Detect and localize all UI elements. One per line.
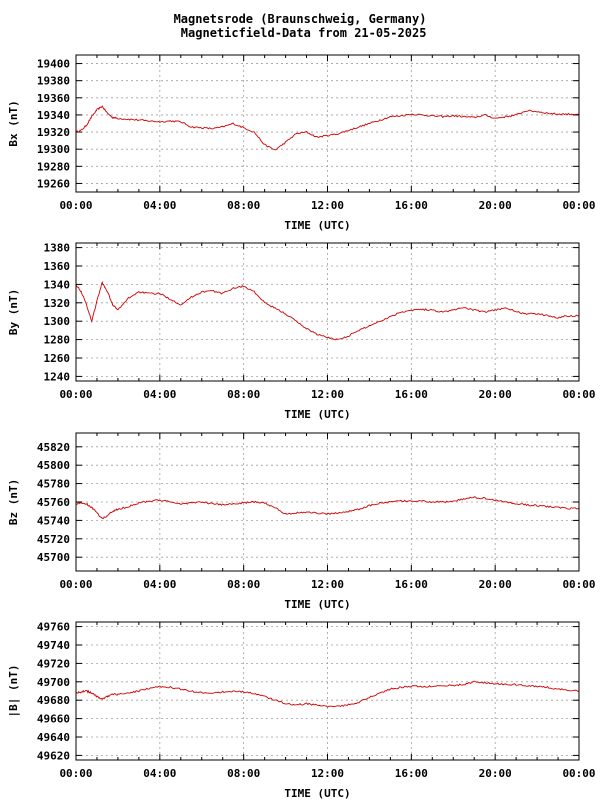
title-line-1: Magnetsrode (Braunschweig, Germany) [173, 12, 427, 26]
x-tick-label: 08:00 [227, 578, 260, 591]
y-tick-label: 19300 [37, 143, 70, 156]
x-axis-label: TIME (UTC) [284, 787, 350, 800]
x-tick-label: 08:00 [227, 767, 260, 780]
series-line [75, 105, 580, 151]
y-axis-label: Bx (nT) [7, 100, 20, 146]
y-tick-label: 49680 [37, 694, 70, 707]
y-tick-label: 45740 [37, 514, 70, 527]
x-tick-label: 00:00 [59, 388, 92, 401]
y-tick-label: 19360 [37, 92, 70, 105]
plot-panel-1: 19260 19280 19300 19320 19340 19360 19380 19400… [7, 54, 596, 232]
plot-panel-4: 49620 49640 49660 49680 49700 49720 49740 49760… [7, 621, 596, 800]
y-axis-label: By (nT) [7, 289, 20, 335]
y-tick-label: 1320 [44, 297, 71, 310]
x-tick-label: 00:00 [562, 767, 595, 780]
x-tick-label: 04:00 [143, 388, 176, 401]
y-tick-label: 19320 [37, 126, 70, 139]
y-tick-label: 45820 [37, 441, 70, 454]
x-axis-label: TIME (UTC) [284, 408, 350, 421]
plot-frame [75, 54, 580, 193]
x-tick-label: 04:00 [143, 767, 176, 780]
y-tick-label: 49760 [37, 621, 70, 634]
plot-panel-3: 45700 45720 45740 45760 45780 45800 45820 00:00… [7, 432, 596, 611]
y-tick-label: 1340 [44, 278, 71, 291]
x-tick-label: 20:00 [479, 767, 512, 780]
y-tick-label: 19400 [37, 58, 70, 71]
chart-title: Magnetsrode (Braunschweig, Germany) Magn… [0, 12, 600, 40]
y-axis-label: Bz (nT) [7, 479, 20, 525]
y-tick-label: 1240 [44, 370, 71, 383]
x-tick-label: 04:00 [143, 199, 176, 212]
x-tick-label: 00:00 [59, 767, 92, 780]
x-tick-label: 08:00 [227, 388, 260, 401]
series-line [75, 280, 580, 341]
y-tick-label: 19340 [37, 109, 70, 122]
y-tick-label: 19260 [37, 177, 70, 190]
x-tick-label: 16:00 [395, 578, 428, 591]
y-tick-label: 19280 [37, 160, 70, 173]
x-tick-label: 00:00 [562, 578, 595, 591]
x-tick-label: 12:00 [311, 578, 344, 591]
title-line-2: Magneticfield-Data from 21-05-2025 [180, 26, 427, 40]
y-tick-label: 45760 [37, 496, 70, 509]
x-tick-label: 12:00 [311, 388, 344, 401]
x-tick-label: 16:00 [395, 199, 428, 212]
series-line [75, 496, 580, 519]
y-tick-label: 19380 [37, 75, 70, 88]
x-axis-label: TIME (UTC) [284, 598, 350, 611]
plot-frame [75, 242, 580, 382]
y-tick-label: 1360 [44, 260, 71, 273]
y-tick-label: 49640 [37, 731, 70, 744]
x-tick-label: 20:00 [479, 578, 512, 591]
y-tick-label: 1380 [44, 242, 71, 255]
y-tick-label: 49620 [37, 749, 70, 762]
x-tick-label: 16:00 [395, 388, 428, 401]
x-tick-label: 12:00 [311, 767, 344, 780]
y-tick-label: 49740 [37, 639, 70, 652]
x-tick-label: 12:00 [311, 199, 344, 212]
x-tick-label: 00:00 [562, 199, 595, 212]
x-tick-label: 20:00 [479, 199, 512, 212]
y-tick-label: 1260 [44, 352, 71, 365]
y-tick-label: 45800 [37, 459, 70, 472]
x-tick-label: 08:00 [227, 199, 260, 212]
plot-panel-2: 1240 1260 1280 1300 1320 1340 1360 1380 00:00 04:… [7, 242, 596, 421]
x-tick-label: 00:00 [59, 578, 92, 591]
y-tick-label: 45780 [37, 478, 70, 491]
x-tick-label: 04:00 [143, 578, 176, 591]
y-axis-label: |B| (nT) [7, 665, 20, 718]
y-tick-label: 1280 [44, 334, 71, 347]
y-tick-label: 1300 [44, 315, 71, 328]
x-tick-label: 00:00 [59, 199, 92, 212]
y-tick-label: 45700 [37, 551, 70, 564]
y-tick-label: 49700 [37, 676, 70, 689]
plot-frame [75, 621, 580, 761]
x-axis-label: TIME (UTC) [284, 219, 350, 232]
plot-frame [75, 432, 580, 572]
series-line [75, 680, 580, 708]
x-tick-label: 00:00 [562, 388, 595, 401]
x-tick-label: 20:00 [479, 388, 512, 401]
y-tick-label: 45720 [37, 533, 70, 546]
y-tick-label: 49720 [37, 657, 70, 670]
y-tick-label: 49660 [37, 713, 70, 726]
x-tick-label: 16:00 [395, 767, 428, 780]
